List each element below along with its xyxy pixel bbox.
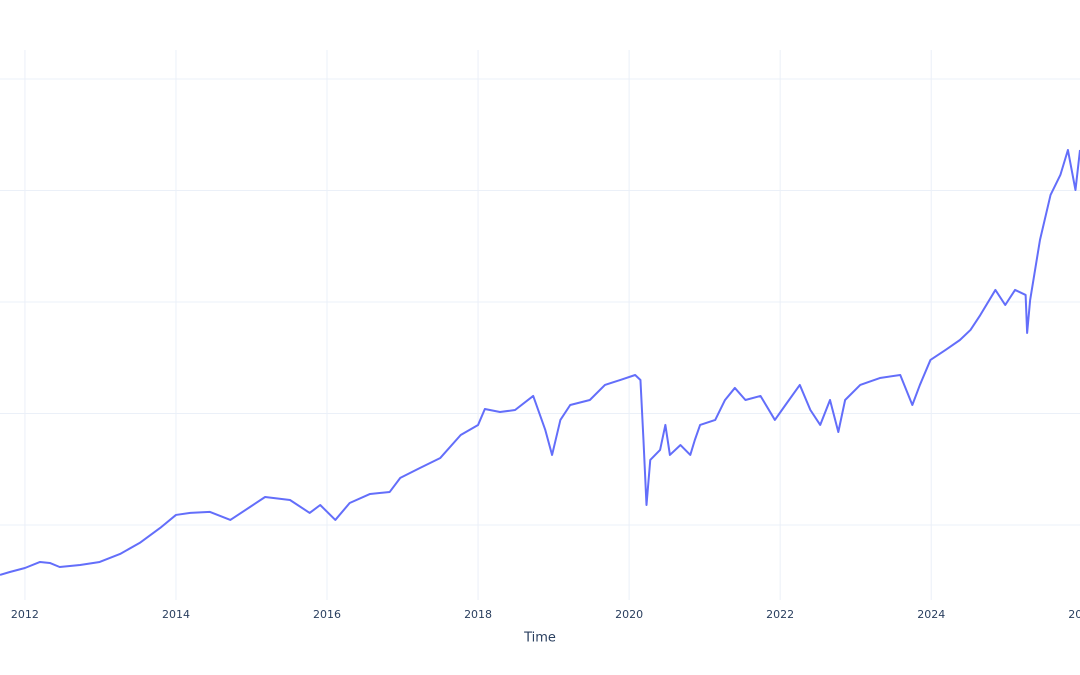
x-axis-title: Time [523, 631, 556, 646]
x-tick-label: 2020 [615, 608, 643, 621]
x-tick-label: 2014 [162, 608, 190, 621]
x-tick-label: 2026 [1068, 608, 1080, 621]
x-tick-label: 2012 [11, 608, 39, 621]
x-tick-label: 2016 [313, 608, 341, 621]
x-tick-label: 2024 [917, 608, 945, 621]
x-tick-label: 2022 [766, 608, 794, 621]
x-tick-label: 2018 [464, 608, 492, 621]
price-line [0, 149, 1080, 576]
